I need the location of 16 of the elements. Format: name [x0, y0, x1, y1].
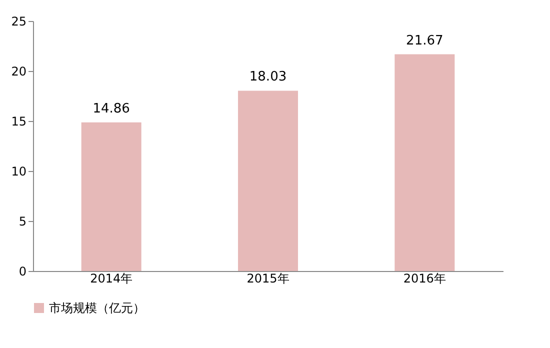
legend-label: 市场规模（亿元） — [49, 301, 145, 315]
data-label: 18.03 — [249, 70, 287, 85]
bar — [394, 54, 455, 271]
x-tick-label: 2014年 — [90, 272, 133, 286]
y-tick-label: 0 — [18, 264, 26, 278]
y-tick-label: 20 — [11, 64, 26, 78]
y-tick-label: 10 — [11, 164, 26, 178]
y-tick-label: 25 — [11, 14, 26, 28]
data-label: 14.86 — [92, 101, 130, 116]
x-tick-label: 2016年 — [403, 272, 446, 286]
y-tick-label: 15 — [11, 114, 26, 128]
data-label: 21.67 — [406, 33, 444, 48]
bar — [81, 122, 142, 271]
y-tick-label: 5 — [18, 214, 26, 228]
bar — [238, 90, 298, 271]
x-tick-label: 2015年 — [246, 272, 290, 286]
